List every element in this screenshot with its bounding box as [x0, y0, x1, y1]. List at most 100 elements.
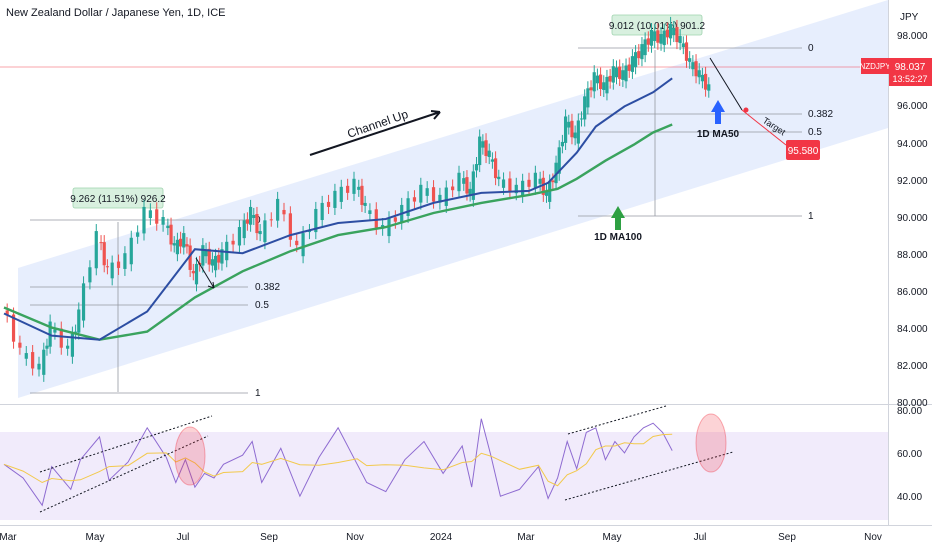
candle-body [245, 219, 250, 224]
candle-body [592, 72, 596, 92]
candle-body [684, 42, 689, 61]
ma50-label: 1D MA50 [697, 129, 740, 140]
candle-body [662, 30, 666, 46]
price-tick-86: 86.000 [897, 287, 928, 298]
time-tick-nov-2024: Nov [864, 532, 882, 543]
candle-body [263, 220, 267, 243]
candle-body [320, 202, 324, 221]
candle-body [70, 333, 75, 357]
measure-left-text: 9.262 (11.51%) 926.2 [70, 194, 166, 205]
candle-body [204, 249, 208, 257]
candle-body [508, 178, 512, 193]
candle-body [608, 75, 612, 82]
ma100-arrow-icon [611, 206, 625, 230]
candle-body [406, 198, 410, 216]
candle-body [110, 262, 114, 279]
rsi-band [0, 432, 888, 520]
time-tick-mar-2024: Mar [517, 532, 535, 543]
candle-body [53, 329, 57, 333]
candle-body [560, 141, 565, 147]
candle-body [81, 283, 86, 321]
candle-body [579, 118, 584, 120]
candle-body [465, 177, 469, 194]
candle-body [94, 231, 98, 269]
candle-body [527, 179, 531, 187]
measure-left-box[interactable] [72, 187, 164, 209]
candle-body [66, 345, 70, 349]
candle-body [357, 186, 361, 190]
candle-body [697, 70, 701, 78]
candle-body [194, 263, 199, 285]
candle-body [207, 248, 211, 265]
price-tag-time: 13:52:27 [892, 74, 927, 84]
candle-body [533, 172, 537, 188]
target-badge[interactable] [786, 140, 820, 160]
projection-line-1 [709, 57, 743, 111]
candle-body [148, 210, 152, 219]
fib-left-label-05: 0.5 [255, 300, 269, 311]
candle-body [618, 66, 622, 79]
candle-body [451, 186, 455, 191]
price-tag [889, 58, 932, 86]
fib-right-label-05: 0.5 [808, 127, 822, 138]
measure-right-text: 9.012 (10.01%) 901.2 [609, 21, 706, 32]
candle-body [614, 67, 619, 78]
fib-left-label-1: 1 [255, 388, 261, 399]
candle-body [621, 70, 625, 80]
candle-body [583, 96, 587, 120]
chart-title: New Zealand Dollar / Japanese Yen, 1D, I… [6, 7, 226, 19]
candle-body [295, 240, 299, 246]
candle-body [490, 159, 495, 162]
pullback-arrow-head [207, 281, 215, 289]
candle-body [570, 120, 574, 138]
rsi-channel-left-lower [39, 435, 209, 513]
candle-body [155, 209, 159, 224]
rsi-tick-80: 80.00 [897, 406, 922, 417]
candle-body [602, 82, 606, 90]
candle-body [11, 314, 16, 342]
candle-body [471, 171, 475, 200]
candle-body [563, 116, 568, 143]
candle-body [102, 242, 106, 266]
ma50-line[interactable] [3, 77, 673, 341]
candle-body [301, 233, 305, 257]
candles-group [5, 16, 711, 382]
candle-body [172, 243, 176, 246]
candle-body [665, 29, 670, 38]
rsi-highlight-right [695, 413, 727, 473]
price-tick-80: 80.000 [897, 398, 928, 409]
candle-body [438, 194, 442, 203]
candle-body [541, 177, 545, 195]
candle-body [31, 352, 35, 369]
pullback-arrow-line [195, 257, 215, 289]
candle-body [88, 267, 92, 283]
candle-body [339, 186, 343, 202]
target-value: 95.580 [788, 146, 819, 157]
rsi-line[interactable] [3, 418, 673, 507]
candle-body [282, 209, 286, 215]
ma50-arrow-icon [711, 100, 725, 124]
time-tick-2024: 2024 [430, 532, 453, 543]
candle-body [630, 56, 635, 72]
ma100-line[interactable] [3, 123, 673, 341]
candle-body [188, 245, 192, 270]
candle-body [178, 238, 183, 247]
candle-body [185, 244, 189, 247]
candle-body [99, 242, 103, 244]
candle-body [487, 150, 491, 158]
candle-body [5, 310, 9, 316]
candle-body [252, 214, 256, 219]
time-tick-nov-2023: Nov [346, 532, 364, 543]
currency-label[interactable]: JPY [900, 12, 919, 23]
candle-body [501, 179, 506, 188]
price-tick-94: 94.000 [897, 139, 928, 150]
candle-body [468, 188, 472, 195]
candle-body [276, 198, 280, 221]
candle-body [237, 227, 242, 246]
rsi-ma-line[interactable] [3, 433, 673, 487]
rsi-highlight-left [174, 426, 206, 486]
candle-body [481, 141, 485, 148]
candle-body [326, 201, 331, 207]
candle-body [352, 178, 356, 194]
candle-body [368, 210, 372, 214]
